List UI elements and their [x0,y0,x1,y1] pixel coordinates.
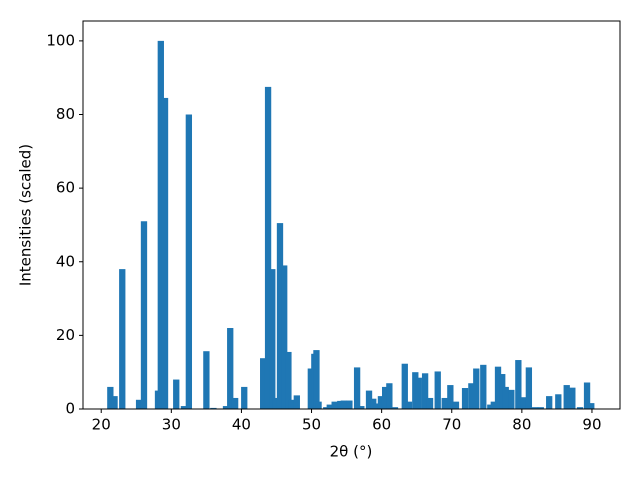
bar [180,406,188,409]
bar [499,374,506,409]
bar [326,404,333,409]
bar [307,368,314,409]
bar [588,403,595,409]
bar [426,397,434,409]
bar [447,385,454,409]
bar [434,371,441,409]
bar [222,406,230,409]
bar [415,377,422,409]
bar [401,363,408,409]
bar [260,358,267,409]
bar [119,269,126,409]
bar [161,97,169,409]
bar [264,86,272,409]
bar [107,386,114,409]
bar [373,403,380,409]
bar [340,400,347,409]
bar [381,386,389,409]
bar [525,367,533,409]
bar [346,400,353,409]
x-tick-label: 60 [372,416,391,434]
bar [468,383,475,409]
bar [508,389,515,409]
bar [276,223,284,409]
bar [487,404,494,409]
y-tick-label: 40 [56,252,75,270]
bar [269,269,276,409]
bar [241,386,248,409]
x-tick-label: 80 [512,416,531,434]
bar [494,366,502,409]
x-tick-label: 90 [582,416,601,434]
bar [502,386,509,409]
y-tick-label: 60 [56,179,75,197]
bar [157,40,164,409]
bar [546,396,553,409]
plot-frame [82,20,621,410]
bar [532,407,539,409]
x-tick-label: 50 [302,416,321,434]
bar [358,406,365,409]
bar [337,400,344,409]
bar [405,401,413,409]
bar [412,372,419,409]
bar [111,396,118,409]
bar [490,401,497,409]
y-axis-label: Intensities (scaled) [17,144,35,286]
bar [272,397,279,409]
bar [353,367,361,409]
bar [313,350,320,409]
bar [135,399,143,409]
bar [370,398,377,409]
bar [391,407,399,409]
bar [365,390,373,409]
x-tick-label: 70 [442,416,461,434]
bar [231,397,239,409]
bar [293,395,300,409]
bar [281,265,288,409]
bar [515,360,522,409]
bar [227,328,234,409]
bar [520,397,527,409]
bar [461,388,469,409]
bar [315,401,322,409]
bar [173,379,180,409]
bar [210,407,217,409]
bar [473,368,480,409]
x-axis-label: 2θ (°) [330,443,373,461]
bar [140,221,148,409]
bar [185,114,193,410]
y-tick-label: 100 [46,31,75,49]
bar [480,364,487,409]
bar [576,407,584,409]
x-tick-label: 30 [162,416,181,434]
bar [452,401,460,409]
x-tick-label: 20 [92,416,111,434]
x-tick-label: 40 [232,416,251,434]
bar [569,387,576,409]
bar [441,397,448,409]
bar [386,383,393,409]
y-tick-label: 20 [56,326,75,344]
y-tick-label: 80 [56,105,75,123]
y-tick-label: 0 [65,400,75,418]
bar [288,399,296,409]
bar [331,401,338,409]
bar [323,407,330,409]
bar [583,382,591,409]
bar [555,394,562,409]
bar [421,373,429,409]
bar [285,351,292,409]
bar [563,385,570,409]
bar [377,396,385,409]
bar [203,351,210,409]
bar [537,407,544,409]
